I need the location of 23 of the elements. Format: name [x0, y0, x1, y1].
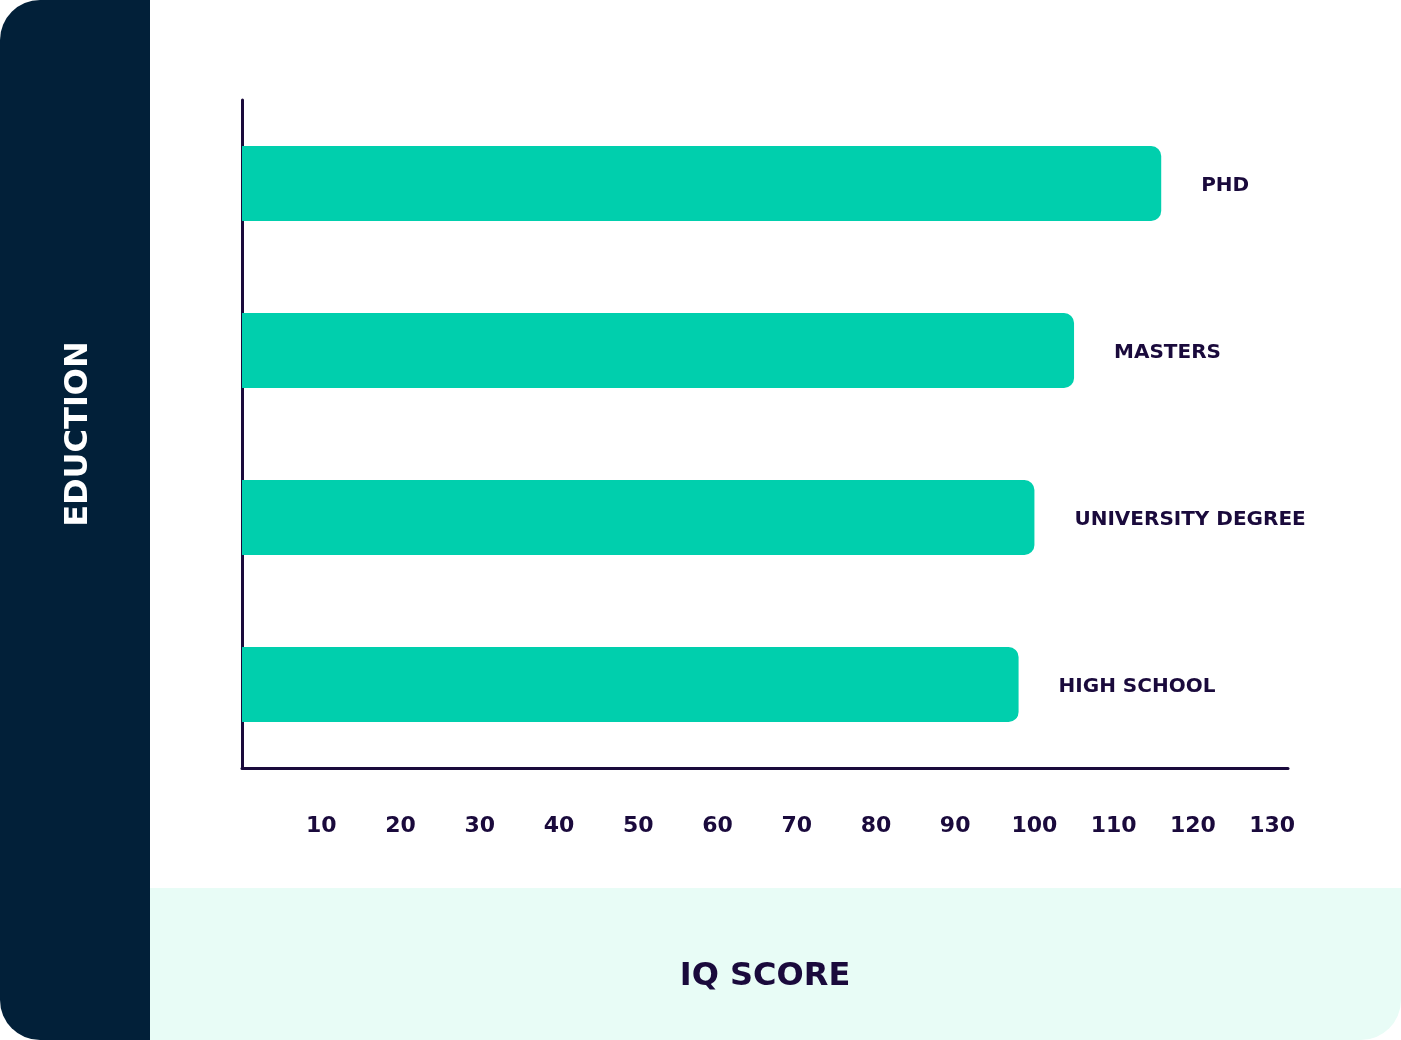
bar	[242, 647, 1019, 722]
x-tick-label: 130	[1249, 811, 1296, 837]
x-tick-label: 50	[622, 811, 654, 837]
bar	[242, 480, 1035, 555]
y-tick-label: PHD	[1201, 171, 1250, 196]
x-tick-label: 80	[860, 811, 892, 837]
x-tick-label: 110	[1090, 811, 1137, 837]
bar	[242, 313, 1075, 388]
x-tick-label: 60	[702, 811, 733, 837]
y-tick-label: UNIVERSITY DEGREE	[1074, 505, 1306, 530]
x-axis-title: IQ SCORE	[679, 955, 851, 993]
x-tick-label: 40	[543, 811, 575, 837]
x-tick-label: 100	[1011, 811, 1058, 837]
x-tick-label: 90	[939, 811, 971, 837]
x-tick-label: 20	[385, 811, 416, 837]
bar	[242, 146, 1162, 221]
y-tick-label: MASTERS	[1114, 338, 1221, 363]
x-tick-label: 120	[1169, 811, 1216, 837]
y-tick-label: HIGH SCHOOL	[1058, 672, 1216, 697]
x-tick-label: 70	[781, 811, 813, 837]
x-tick-label: 30	[464, 811, 496, 837]
x-tick-label: 10	[305, 811, 337, 837]
y-axis-title: EDUCTION	[57, 341, 95, 527]
